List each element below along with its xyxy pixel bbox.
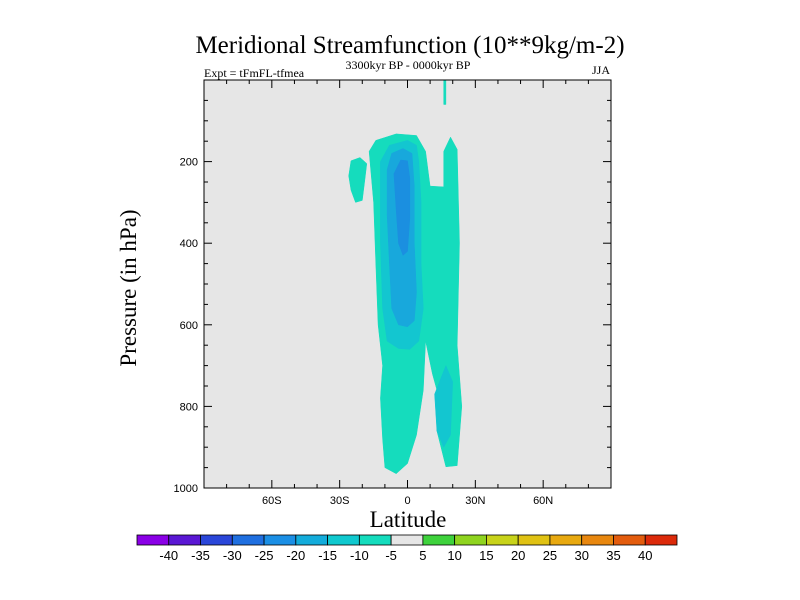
colorbar-box xyxy=(390,534,424,546)
colorbar-box xyxy=(168,534,201,546)
contour-region xyxy=(393,159,411,256)
colorbar-label: -40 xyxy=(159,548,178,563)
x-tick-label: 60N xyxy=(533,495,553,507)
colorbar-label: 30 xyxy=(574,548,588,563)
x-axis-ticks: 60S 30S 0 30N 60N xyxy=(226,80,589,507)
y-tick-label: 400 xyxy=(180,238,198,250)
colorbar-label: 5 xyxy=(419,548,426,563)
colorbar-box xyxy=(613,534,646,546)
y-tick-label: 800 xyxy=(180,401,198,413)
y-axis-ticks: 200 400 600 800 1000 xyxy=(174,99,611,495)
colorbar-label: 35 xyxy=(606,548,620,563)
colorbar-box xyxy=(231,534,265,546)
colorbar-label: -35 xyxy=(191,548,210,563)
y-tick-label: 1000 xyxy=(174,483,198,495)
colorbar-label: 20 xyxy=(511,548,525,563)
colorbar: -40 -35 -30 -25 -20 -15 -10 -5 5 10 15 20 25 30 35 40 xyxy=(136,534,678,563)
colorbar-label: -10 xyxy=(350,548,369,563)
colorbar-box xyxy=(549,534,583,546)
contour-region xyxy=(348,157,368,203)
x-tick-label: 60S xyxy=(262,495,282,507)
colorbar-box xyxy=(454,534,487,546)
y-tick-label: 200 xyxy=(180,157,198,169)
colorbar-box xyxy=(422,534,456,546)
colorbar-box xyxy=(581,534,614,546)
y-axis-label: Pressure (in hPa) xyxy=(116,209,141,366)
season-label: JJA xyxy=(592,63,610,77)
colorbar-label: 10 xyxy=(447,548,461,563)
colorbar-box xyxy=(327,534,360,546)
colorbar-box xyxy=(295,534,328,546)
colorbar-box xyxy=(486,534,519,546)
contour-region xyxy=(443,79,447,105)
colorbar-label: -15 xyxy=(318,548,337,563)
contour-region xyxy=(434,364,453,448)
colorbar-box xyxy=(200,534,233,546)
chart-title: Meridional Streamfunction (10**9kg/m-2) xyxy=(195,32,624,59)
colorbar-box xyxy=(136,534,170,546)
colorbar-label: 40 xyxy=(638,548,652,563)
x-axis-label: Latitude xyxy=(370,507,447,532)
colorbar-label: 15 xyxy=(479,548,493,563)
y-tick-label: 600 xyxy=(180,320,198,332)
colorbar-label: -5 xyxy=(385,548,397,563)
colorbar-label: 25 xyxy=(543,548,557,563)
colorbar-box xyxy=(358,534,392,546)
colorbar-box xyxy=(263,534,297,546)
colorbar-box xyxy=(644,534,678,546)
colorbar-label: -20 xyxy=(286,548,305,563)
experiment-label: Expt = tFmFL-tfmea xyxy=(204,66,305,80)
colorbar-box xyxy=(517,534,551,546)
contour-regions xyxy=(348,79,463,475)
x-tick-label: 0 xyxy=(404,495,410,507)
period-label: 3300kyr BP - 0000kyr BP xyxy=(346,58,471,72)
colorbar-label: -25 xyxy=(255,548,274,563)
colorbar-label: -30 xyxy=(223,548,242,563)
x-tick-label: 30S xyxy=(330,495,350,507)
x-tick-label: 30N xyxy=(465,495,485,507)
